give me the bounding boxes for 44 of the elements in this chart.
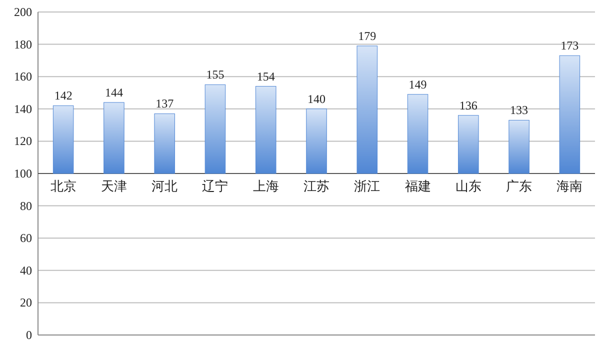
data-label: 136 — [459, 98, 478, 112]
bar — [52, 105, 74, 174]
data-label: 140 — [308, 92, 326, 106]
bar — [508, 120, 530, 174]
y-tick-label: 60 — [20, 231, 32, 246]
bar — [407, 94, 428, 174]
bar — [154, 113, 175, 174]
x-tick-label: 江苏 — [304, 178, 330, 194]
data-label: 173 — [560, 38, 579, 53]
data-label: 179 — [358, 28, 376, 43]
x-tick-label: 北京 — [50, 178, 76, 194]
y-tick-label: 180 — [14, 37, 32, 52]
data-label: 149 — [408, 77, 427, 92]
x-tick-label: 福建 — [404, 178, 431, 194]
y-tick-label: 40 — [20, 263, 32, 278]
bar — [458, 115, 479, 174]
bar — [559, 55, 580, 174]
x-tick-label: 山东 — [455, 178, 482, 194]
bar — [255, 86, 276, 174]
bar — [306, 108, 327, 174]
y-tick-label: 120 — [14, 134, 32, 148]
y-tick-label: 0 — [26, 328, 32, 342]
x-tick-label: 海南 — [556, 178, 583, 194]
data-label: 142 — [54, 88, 72, 103]
x-tick-label: 辽宁 — [202, 178, 228, 194]
data-label: 137 — [156, 96, 174, 111]
x-tick-label: 浙江 — [354, 178, 380, 194]
bar — [104, 102, 124, 174]
bar — [204, 84, 226, 174]
data-label: 154 — [256, 69, 275, 84]
data-label: 155 — [206, 68, 224, 82]
x-tick-label: 上海 — [252, 178, 279, 194]
y-tick-label: 100 — [14, 166, 32, 180]
data-label: 144 — [104, 85, 123, 100]
data-label: 133 — [510, 103, 528, 118]
y-tick-label: 140 — [14, 102, 32, 116]
x-tick-label: 广东 — [506, 178, 532, 194]
x-tick-label: 天津 — [100, 178, 127, 194]
y-tick-label: 80 — [20, 198, 32, 213]
bar — [356, 46, 378, 174]
y-tick-label: 200 — [14, 5, 32, 19]
y-tick-label: 20 — [20, 296, 32, 310]
x-tick-label: 河北 — [152, 178, 178, 194]
y-tick-label: 160 — [14, 70, 32, 84]
